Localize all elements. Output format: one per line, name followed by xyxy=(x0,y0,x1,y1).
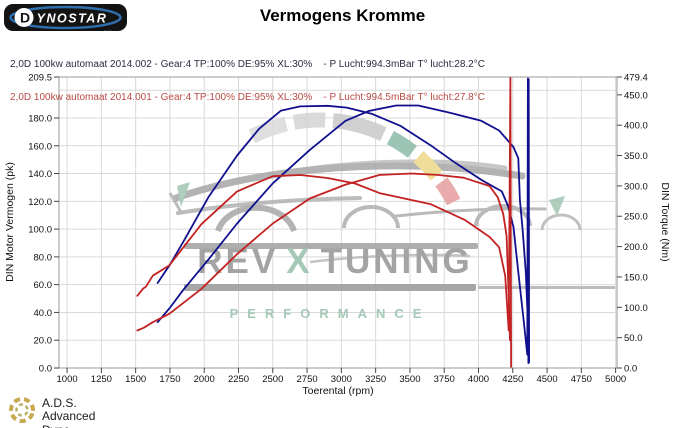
logo-text: YNOSTAR xyxy=(37,12,108,26)
watermark: REV X TUNING PERFORMANCE xyxy=(168,112,615,321)
x-tick-label: 1500 xyxy=(125,374,146,385)
legend-run-2: 2,0D 100kw automaat 2014.001 - Gear:4 TP… xyxy=(10,92,485,103)
y-right-tick-label: 400.0 xyxy=(624,121,648,132)
y-right-tick-label: 300.0 xyxy=(624,181,648,192)
speed-streak-top xyxy=(184,243,478,249)
curve-power-2014-001 xyxy=(136,172,511,342)
logo-background xyxy=(4,4,127,31)
x-tick-label: 3000 xyxy=(331,374,352,385)
logo-note: ... xyxy=(104,26,113,33)
y-axis-title-right: DIN Torque (Nm) xyxy=(659,182,671,261)
y-left-tick-label: 180.0 xyxy=(28,113,52,124)
curve-torque-2014-001 xyxy=(136,76,513,368)
plot-border xyxy=(58,76,618,369)
logo-d-disc xyxy=(14,8,34,27)
x-tick-label: 4250 xyxy=(502,374,523,385)
x-tick-label: 1750 xyxy=(159,374,180,385)
teal-wedge-right xyxy=(549,196,565,216)
run-legend: 2,0D 100kw automaat 2014.002 - Gear:4 TP… xyxy=(10,37,485,125)
axis-layer: DIN Motor Vermogen (pk) DIN Torque (Nm) … xyxy=(4,73,671,398)
y-left-tick-label: 100.0 xyxy=(28,225,52,236)
page-title: Vermogens Kromme xyxy=(259,6,426,25)
x-tick-label: 2500 xyxy=(262,374,283,385)
y-left-tick-label: 80.0 xyxy=(34,252,53,263)
x-tick-label: 3250 xyxy=(365,374,386,385)
logo-ring xyxy=(9,5,122,30)
y-left-tick-label: 140.0 xyxy=(28,169,52,180)
y-right-tick-label: 250.0 xyxy=(624,212,648,223)
ads-abbr: A.D.S. xyxy=(42,396,77,410)
y-left-tick-label: 40.0 xyxy=(34,308,53,319)
gauge-arc xyxy=(248,112,461,206)
y-left-tick-label: 0.0 xyxy=(39,364,52,375)
car-silhouette xyxy=(168,159,582,264)
watermark-subtitle: PERFORMANCE xyxy=(230,306,431,321)
speed-streak-thin xyxy=(478,286,615,289)
y-right-tick-label: 50.0 xyxy=(624,333,643,344)
x-tick-label: 4500 xyxy=(536,374,557,385)
y-right-tick-label: 200.0 xyxy=(624,242,648,253)
x-tick-label: 2750 xyxy=(297,374,318,385)
y-left-tick-label: 20.0 xyxy=(34,336,53,347)
ads-name: Advanced Dyno Station xyxy=(42,409,96,428)
x-tick-label: 3750 xyxy=(434,374,455,385)
y-left-tick-label: 209.5 xyxy=(28,73,52,84)
logo-d: D xyxy=(20,10,30,26)
watermark-title: REV X TUNING xyxy=(197,242,472,281)
y-left-tick-label: 120.0 xyxy=(28,197,52,208)
teal-wedge-left xyxy=(177,182,190,207)
x-tick-label: 3500 xyxy=(399,374,420,385)
speed-streak-bottom xyxy=(184,284,476,291)
y-right-tick-label: 150.0 xyxy=(624,272,648,283)
x-axis-title: Toerental (rpm) xyxy=(302,385,373,397)
curve-torque-2014-002 xyxy=(156,77,530,365)
x-tick-label: 4000 xyxy=(468,374,489,385)
y-left-tick-label: 160.0 xyxy=(28,141,52,152)
dynostar-logo: D YNOSTAR xyxy=(3,3,129,33)
y-right-tick-label: 100.0 xyxy=(624,303,648,314)
x-tick-label: 5000 xyxy=(605,374,626,385)
y-left-tick-label: 60.0 xyxy=(34,280,53,291)
y-right-tick-label: 0.0 xyxy=(624,364,637,375)
x-tick-label: 1000 xyxy=(57,374,78,385)
ads-gear-icon xyxy=(9,397,35,423)
x-tick-label: 4750 xyxy=(571,374,592,385)
curve-power-2014-002 xyxy=(156,78,530,364)
y-axis-title-left: DIN Motor Vermogen (pk) xyxy=(4,162,16,282)
y-right-tick-label: 350.0 xyxy=(624,151,648,162)
x-tick-label: 2250 xyxy=(228,374,249,385)
curves-layer xyxy=(136,76,530,368)
legend-run-1: 2,0D 100kw automaat 2014.002 - Gear:4 TP… xyxy=(10,59,485,70)
x-tick-label: 1250 xyxy=(91,374,112,385)
y-right-tick-label: 450.0 xyxy=(624,90,648,101)
y-right-tick-label: 479.4 xyxy=(624,73,648,84)
x-tick-label: 2000 xyxy=(194,374,215,385)
